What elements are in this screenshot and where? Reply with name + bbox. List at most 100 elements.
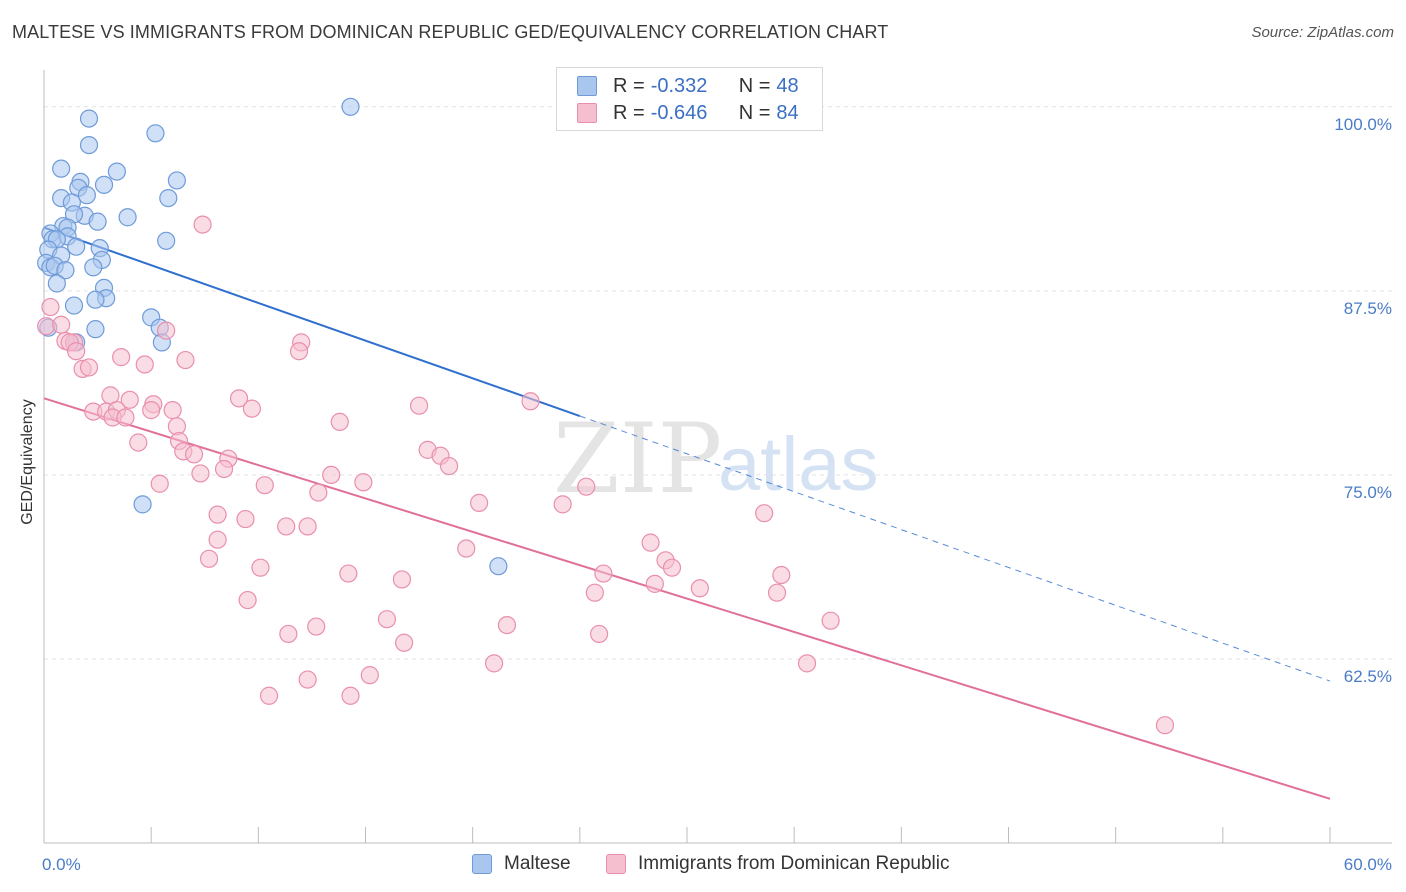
point-maltese: [107, 162, 126, 181]
point-dominican: [439, 456, 459, 476]
point-dominican: [238, 590, 257, 610]
legend-row-maltese: R = -0.332 N = 48: [577, 74, 799, 98]
point-dominican: [1155, 716, 1175, 735]
point-dominican: [797, 654, 817, 673]
point-dominican: [277, 517, 296, 536]
point-dominican: [330, 412, 349, 431]
point-maltese: [52, 159, 71, 178]
point-dominican: [67, 342, 86, 361]
x-tick-label: 0.0%: [42, 855, 81, 874]
gridlines: [44, 106, 1392, 660]
axes: [43, 70, 1392, 844]
point-dominican: [116, 408, 135, 427]
point-dominican: [289, 342, 309, 361]
legend-r-value: -0.332: [650, 74, 708, 97]
bottom-legend-maltese: Maltese: [472, 851, 571, 877]
source-label: Source: ZipAtlas.com: [1251, 24, 1394, 41]
point-dominican: [176, 350, 195, 370]
point-maltese: [146, 124, 165, 143]
point-dominican: [208, 530, 227, 549]
point-dominican: [360, 666, 379, 685]
x-tick-label: 60.0%: [1344, 855, 1392, 874]
point-dominican: [163, 401, 182, 420]
point-dominican: [208, 505, 227, 524]
point-maltese: [94, 175, 114, 194]
point-dominican: [120, 390, 139, 409]
point-maltese: [79, 109, 99, 128]
point-dominican: [229, 389, 249, 408]
bottom-legend-label-dominican: Immigrants from Dominican Republic: [638, 853, 950, 874]
legend-row-dominican: R = -0.646 N = 84: [577, 101, 799, 125]
bottom-legend-swatch-dominican: [606, 854, 626, 874]
legend-r-value: -0.646: [650, 101, 708, 124]
point-dominican: [409, 396, 429, 415]
point-dominican: [521, 392, 540, 411]
point-maltese: [64, 296, 84, 315]
point-dominican: [199, 549, 219, 568]
point-dominican: [645, 574, 664, 593]
bottom-legend-swatch-maltese: [472, 854, 492, 874]
point-dominican: [41, 297, 60, 317]
point-dominican: [772, 565, 791, 585]
point-maltese: [84, 258, 103, 277]
stats-legend: R = -0.332 N = 48 R = -0.646 N = 84: [556, 67, 823, 131]
point-dominican: [157, 321, 176, 340]
point-dominican: [690, 579, 709, 598]
point-dominican: [662, 558, 682, 577]
point-maltese: [67, 237, 86, 256]
trend-line-maltese-extension: [579, 415, 1331, 682]
point-dominican: [594, 564, 613, 583]
point-maltese: [86, 320, 105, 339]
point-dominican: [135, 355, 154, 374]
point-maltese: [489, 557, 508, 576]
point-dominican: [767, 583, 787, 602]
point-dominican: [339, 564, 358, 583]
point-maltese: [341, 97, 360, 116]
point-dominican: [341, 686, 360, 705]
point-dominican: [112, 348, 131, 367]
point-dominican: [553, 495, 572, 514]
watermark-atlas: atlas: [718, 422, 879, 507]
point-dominican: [469, 493, 489, 512]
point-maltese: [47, 274, 66, 293]
bottom-legend-dominican: Immigrants from Dominican Republic: [606, 851, 950, 877]
point-dominican: [259, 686, 279, 705]
point-dominican: [307, 617, 326, 636]
legend-swatch-dominican: [577, 103, 597, 123]
point-dominican: [142, 401, 161, 420]
point-dominican: [641, 533, 660, 552]
trend-line-maltese: [43, 226, 581, 417]
point-dominican: [184, 445, 204, 464]
point-dominican: [37, 317, 56, 336]
legend-n-value: 48: [776, 74, 799, 97]
point-maltese: [167, 171, 186, 190]
legend-n-value: 84: [776, 101, 799, 124]
watermark-zip: ZIP: [553, 403, 722, 515]
point-maltese: [79, 135, 99, 155]
point-maltese: [86, 290, 105, 309]
y-tick-label: 100.0%: [1334, 115, 1392, 134]
point-dominican: [52, 315, 71, 334]
chart-title: MALTESE VS IMMIGRANTS FROM DOMINICAN REP…: [12, 22, 889, 42]
point-dominican: [255, 476, 274, 495]
watermark: ZIP atlas: [553, 403, 879, 515]
y-axis-label: GED/Equivalency: [19, 399, 36, 524]
point-maltese: [118, 208, 137, 227]
legend-n-label: N =: [738, 74, 771, 97]
point-dominican: [191, 464, 210, 483]
point-maltese: [88, 212, 107, 231]
legend-n-label: N =: [738, 101, 771, 124]
data-points: [37, 97, 1175, 735]
point-dominican: [150, 474, 169, 493]
point-maltese: [157, 231, 176, 250]
point-dominican: [392, 570, 412, 589]
point-dominican: [298, 670, 317, 689]
point-dominican: [322, 465, 341, 485]
y-tick-label: 87.5%: [1344, 299, 1392, 318]
legend-swatch-maltese: [577, 76, 597, 96]
point-dominican: [236, 509, 255, 529]
point-dominican: [251, 558, 270, 577]
point-dominican: [485, 654, 504, 673]
point-dominican: [497, 615, 517, 635]
